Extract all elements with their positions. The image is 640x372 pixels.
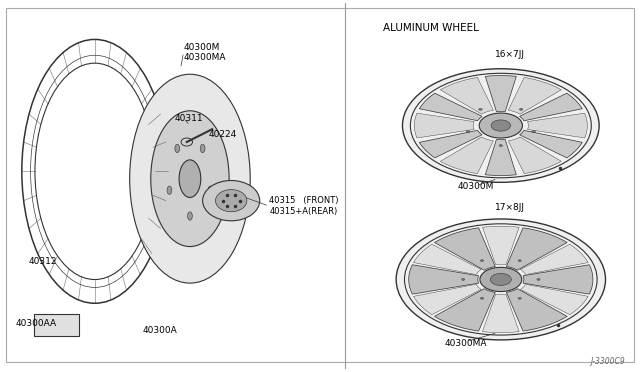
Ellipse shape <box>175 144 180 153</box>
Polygon shape <box>419 93 482 121</box>
Polygon shape <box>485 140 516 176</box>
Text: J-3300C9: J-3300C9 <box>590 356 625 366</box>
Ellipse shape <box>518 297 521 299</box>
Ellipse shape <box>216 190 247 212</box>
Polygon shape <box>409 265 479 294</box>
Ellipse shape <box>481 260 484 262</box>
Polygon shape <box>527 113 588 138</box>
Polygon shape <box>520 284 588 315</box>
Polygon shape <box>440 137 493 174</box>
Polygon shape <box>523 265 593 294</box>
Text: 40224: 40224 <box>209 130 237 139</box>
Text: ALUMINUM WHEEL: ALUMINUM WHEEL <box>383 23 479 33</box>
Text: 40312: 40312 <box>28 257 57 266</box>
Ellipse shape <box>537 279 540 280</box>
Polygon shape <box>483 294 519 333</box>
Ellipse shape <box>491 120 511 131</box>
Polygon shape <box>506 289 567 331</box>
Text: 40300AA: 40300AA <box>15 319 56 328</box>
Ellipse shape <box>396 219 605 340</box>
Ellipse shape <box>203 180 260 221</box>
Polygon shape <box>520 244 588 275</box>
Ellipse shape <box>403 69 599 182</box>
Ellipse shape <box>499 145 502 147</box>
Ellipse shape <box>466 131 470 133</box>
Text: 40300M: 40300M <box>457 182 493 190</box>
Polygon shape <box>508 77 561 114</box>
Polygon shape <box>413 244 481 275</box>
Text: 40311: 40311 <box>174 114 203 123</box>
Polygon shape <box>520 130 582 158</box>
Polygon shape <box>440 77 493 114</box>
Ellipse shape <box>532 131 536 133</box>
Ellipse shape <box>481 297 484 299</box>
Polygon shape <box>413 284 481 315</box>
Ellipse shape <box>479 113 522 138</box>
Polygon shape <box>508 137 561 174</box>
Polygon shape <box>435 289 495 331</box>
Ellipse shape <box>151 111 229 247</box>
Text: 40300M
40300MA: 40300M 40300MA <box>184 42 226 62</box>
Bar <box>35 314 79 336</box>
Ellipse shape <box>188 212 193 220</box>
Ellipse shape <box>480 267 522 292</box>
Ellipse shape <box>208 186 213 195</box>
Ellipse shape <box>520 108 523 110</box>
Polygon shape <box>520 93 582 121</box>
Ellipse shape <box>479 108 482 110</box>
Polygon shape <box>483 226 519 264</box>
Ellipse shape <box>200 144 205 153</box>
Ellipse shape <box>130 74 250 283</box>
Polygon shape <box>435 228 495 270</box>
Ellipse shape <box>181 138 193 146</box>
Polygon shape <box>414 113 474 138</box>
Polygon shape <box>419 130 482 158</box>
Text: 40315   (FRONT)
40315+A(REAR): 40315 (FRONT) 40315+A(REAR) <box>269 196 339 216</box>
Polygon shape <box>506 228 567 270</box>
Ellipse shape <box>179 160 201 198</box>
Ellipse shape <box>490 273 511 285</box>
Text: 40300MA: 40300MA <box>445 339 487 348</box>
Ellipse shape <box>167 186 172 195</box>
Text: 40300A: 40300A <box>142 326 177 335</box>
Text: 16×7JJ: 16×7JJ <box>495 49 525 58</box>
Ellipse shape <box>461 279 465 280</box>
Ellipse shape <box>518 260 521 262</box>
Text: 17×8JJ: 17×8JJ <box>495 203 525 212</box>
Polygon shape <box>485 76 516 112</box>
